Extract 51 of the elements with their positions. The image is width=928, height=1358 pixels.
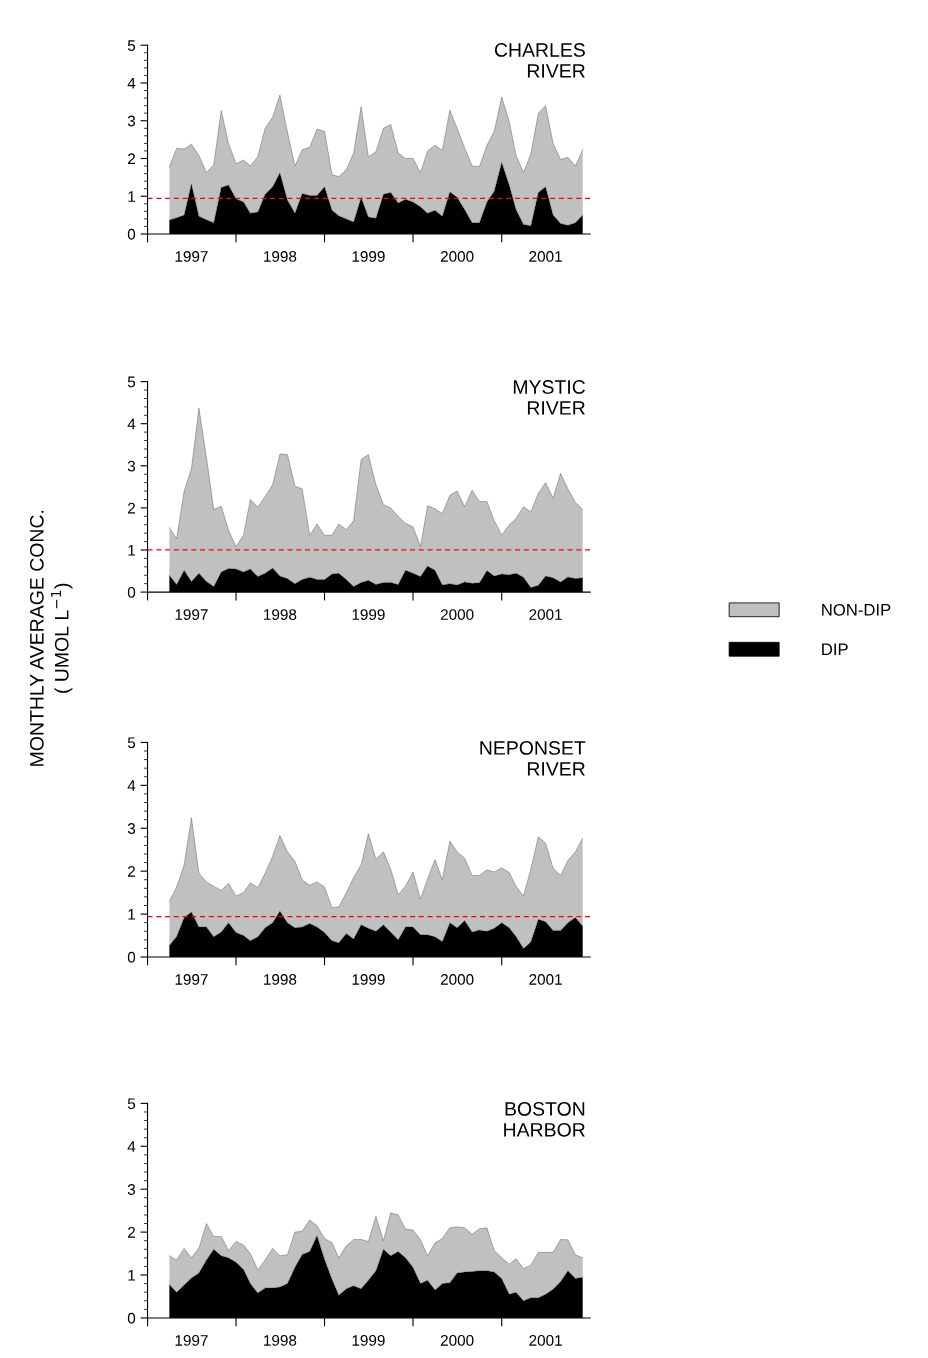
y-tick-label: 2 (128, 1226, 135, 1238)
text: NON-DIP (822, 603, 891, 616)
y-tick-label: 0 (127, 586, 136, 598)
y-tick-label: 3 (127, 1184, 136, 1195)
chart-title: NEPONSET RIVER (480, 741, 586, 776)
x-tick-label: 1998 (264, 251, 297, 262)
chart-title: BOSTON HARBOR (504, 1101, 585, 1137)
y-tick-label: 2 (128, 866, 135, 877)
y-tick-label: 3 (127, 460, 136, 472)
y-tick-label: 1 (128, 191, 135, 202)
x-tick-label: 1997 (175, 609, 208, 620)
y-tick-label: 3 (127, 115, 136, 127)
x-tick-label: 2000 (440, 251, 474, 262)
y-tick-label: 0 (127, 228, 136, 240)
x-tick-label: 2001 (529, 974, 562, 985)
x-tick-label: 2001 (529, 1335, 562, 1346)
y-tick-label: 3 (127, 823, 136, 834)
y-tick-label: 1 (128, 545, 135, 556)
x-tick-label: 1998 (264, 609, 297, 620)
x-tick-label: 2000 (440, 609, 474, 620)
y-tick-label: 1 (128, 1270, 135, 1281)
x-tick-label: 2001 (529, 609, 562, 620)
y-tick-label: 4 (127, 780, 136, 791)
x-tick-label: 2000 (440, 1335, 474, 1346)
y-tick-label: 4 (127, 78, 136, 89)
x-tick-label: 2000 (440, 974, 474, 985)
x-tick-label: 1998 (264, 974, 297, 985)
chart-title: CHARLES RIVER (494, 43, 585, 78)
y-tick-label: 0 (127, 951, 136, 963)
y-tick-label: 5 (127, 40, 136, 51)
y-tick-label: 0 (127, 1312, 136, 1324)
y-tick-label: 2 (128, 153, 135, 165)
y-tick-label: 4 (127, 418, 136, 430)
y-axis-title: MONTHLY AVERAGE CONC. ( UMOL L$^{−1}$) (29, 510, 73, 766)
x-tick-label: 1999 (352, 974, 385, 985)
x-tick-label: 1999 (352, 1335, 385, 1346)
y-tick-label: 5 (127, 376, 136, 388)
chart-title: MYSTIC RIVER (513, 380, 586, 415)
x-tick-label: 1999 (352, 251, 385, 262)
x-tick-label: 2001 (529, 251, 562, 262)
y-tick-label: 5 (127, 1098, 136, 1110)
y-tick-label: 4 (127, 1141, 136, 1152)
x-tick-label: 1999 (352, 609, 385, 620)
y-tick-label: 2 (128, 502, 135, 514)
x-tick-label: 1998 (264, 1335, 297, 1346)
x-tick-label: 1997 (175, 251, 208, 262)
x-tick-label: 1997 (175, 974, 208, 985)
x-tick-label: 1997 (175, 1335, 208, 1346)
y-tick-label: 1 (128, 909, 135, 920)
text: DIP (822, 643, 848, 655)
y-tick-label: 5 (127, 737, 136, 749)
